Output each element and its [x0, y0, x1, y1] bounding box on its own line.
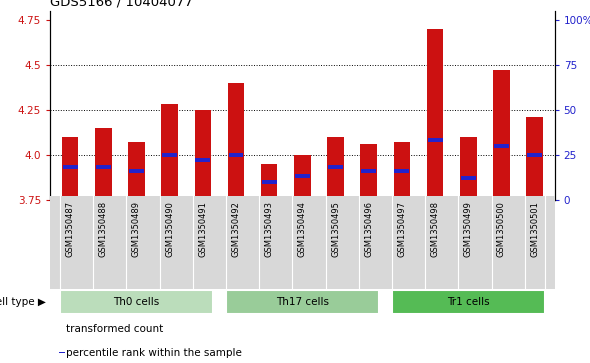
Bar	[195, 158, 210, 162]
Bar	[262, 180, 277, 184]
Bar	[394, 142, 410, 200]
Bar	[129, 169, 144, 173]
Bar	[527, 153, 542, 157]
Text: Tr1 cells: Tr1 cells	[447, 297, 490, 307]
Text: GSM1350493: GSM1350493	[265, 201, 274, 257]
Bar	[228, 83, 244, 200]
Bar	[261, 164, 277, 200]
Bar	[428, 138, 442, 142]
Text: percentile rank within the sample: percentile rank within the sample	[67, 348, 242, 358]
Bar	[360, 144, 377, 200]
Bar	[195, 110, 211, 200]
Bar	[62, 137, 78, 200]
Text: GSM1350496: GSM1350496	[364, 201, 373, 257]
Text: GSM1350501: GSM1350501	[530, 201, 539, 257]
Text: GSM1350495: GSM1350495	[331, 201, 340, 257]
Bar	[96, 165, 111, 169]
Text: GSM1350500: GSM1350500	[497, 201, 506, 257]
Text: GSM1350488: GSM1350488	[99, 201, 108, 257]
Bar	[327, 137, 344, 200]
Bar	[461, 176, 476, 180]
Bar	[295, 174, 310, 178]
Bar	[162, 153, 177, 157]
Bar	[128, 142, 145, 200]
Bar	[460, 137, 477, 200]
Text: GSM1350492: GSM1350492	[231, 201, 241, 257]
Bar	[328, 165, 343, 169]
Bar	[63, 165, 77, 169]
FancyBboxPatch shape	[226, 290, 379, 314]
Text: Th17 cells: Th17 cells	[276, 297, 329, 307]
Text: cell type ▶: cell type ▶	[0, 297, 46, 307]
Bar	[294, 155, 311, 200]
Bar	[493, 70, 510, 200]
Bar	[494, 144, 509, 148]
Text: GSM1350487: GSM1350487	[65, 201, 74, 257]
FancyBboxPatch shape	[60, 290, 213, 314]
Text: GDS5166 / 10404077: GDS5166 / 10404077	[50, 0, 193, 8]
Text: GSM1350498: GSM1350498	[431, 201, 440, 257]
Bar	[161, 105, 178, 200]
Bar	[427, 29, 444, 200]
Text: GSM1350494: GSM1350494	[298, 201, 307, 257]
Bar	[95, 128, 112, 200]
Text: GSM1350491: GSM1350491	[198, 201, 207, 257]
Text: GSM1350489: GSM1350489	[132, 201, 141, 257]
Text: GSM1350490: GSM1350490	[165, 201, 174, 257]
Bar	[361, 169, 376, 173]
FancyBboxPatch shape	[392, 290, 545, 314]
Text: GSM1350499: GSM1350499	[464, 201, 473, 257]
Bar	[59, 329, 65, 330]
Bar	[526, 117, 543, 200]
Bar	[228, 153, 244, 157]
Bar	[59, 352, 65, 353]
Text: transformed count: transformed count	[67, 324, 163, 334]
Text: GSM1350497: GSM1350497	[398, 201, 407, 257]
Text: Th0 cells: Th0 cells	[113, 297, 159, 307]
Bar	[395, 169, 409, 173]
